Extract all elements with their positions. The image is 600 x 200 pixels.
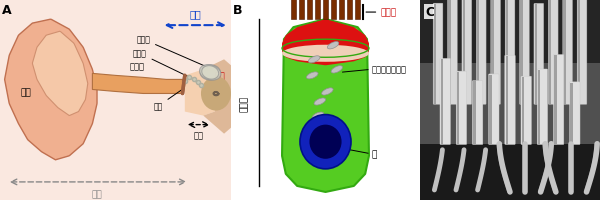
Text: 外耳: 外耳 — [92, 189, 103, 198]
FancyBboxPatch shape — [472, 81, 483, 145]
Bar — [522, 78, 524, 144]
Ellipse shape — [307, 73, 318, 79]
Text: 内耳: 内耳 — [190, 9, 201, 19]
Circle shape — [300, 115, 351, 169]
Bar — [520, 0, 523, 104]
Bar — [299, 0, 304, 20]
Text: C: C — [425, 6, 434, 19]
FancyBboxPatch shape — [476, 0, 486, 105]
Polygon shape — [282, 20, 369, 66]
Bar — [490, 75, 492, 144]
Text: 蝕牛: 蝕牛 — [214, 72, 225, 81]
Bar — [477, 0, 479, 104]
Bar — [440, 60, 443, 144]
Polygon shape — [32, 32, 88, 116]
FancyBboxPatch shape — [520, 0, 529, 105]
Text: 外耳道: 外耳道 — [130, 62, 145, 71]
Ellipse shape — [314, 98, 326, 106]
Ellipse shape — [201, 77, 231, 111]
Bar — [457, 73, 460, 144]
Polygon shape — [200, 65, 221, 81]
Text: 感覚毛: 感覚毛 — [380, 9, 397, 17]
Text: ミトコンドリア: ミトコンドリア — [372, 66, 407, 74]
FancyBboxPatch shape — [505, 56, 515, 145]
Bar — [448, 0, 451, 104]
Bar — [420, 0, 600, 64]
FancyBboxPatch shape — [521, 77, 532, 145]
Bar — [563, 0, 566, 104]
Ellipse shape — [328, 42, 339, 50]
Bar — [307, 0, 312, 20]
Text: 核: 核 — [372, 150, 377, 158]
Bar — [323, 0, 328, 20]
Bar — [339, 0, 344, 20]
Text: 半規管: 半規管 — [136, 36, 208, 68]
Text: 耳小骨: 耳小骨 — [133, 50, 191, 79]
Bar — [420, 144, 600, 200]
FancyBboxPatch shape — [440, 59, 451, 145]
Polygon shape — [282, 20, 369, 192]
FancyBboxPatch shape — [537, 70, 548, 145]
Bar — [463, 0, 465, 104]
FancyBboxPatch shape — [505, 0, 515, 105]
FancyBboxPatch shape — [488, 75, 499, 145]
Text: 中耳: 中耳 — [194, 131, 203, 140]
FancyBboxPatch shape — [534, 4, 544, 105]
Text: B: B — [233, 4, 242, 17]
Bar — [535, 5, 537, 104]
Bar — [505, 57, 508, 144]
Bar — [291, 0, 296, 20]
FancyBboxPatch shape — [577, 0, 587, 105]
Ellipse shape — [312, 112, 324, 120]
Circle shape — [310, 125, 341, 159]
Bar — [554, 56, 557, 144]
FancyBboxPatch shape — [456, 72, 467, 145]
Bar — [491, 0, 494, 104]
Ellipse shape — [282, 46, 369, 62]
Bar — [331, 0, 336, 20]
Polygon shape — [200, 65, 220, 81]
Ellipse shape — [322, 88, 333, 96]
Polygon shape — [5, 20, 97, 160]
FancyBboxPatch shape — [548, 0, 558, 105]
FancyBboxPatch shape — [433, 4, 443, 105]
Ellipse shape — [331, 66, 343, 74]
Text: 鼓膜: 鼓膜 — [154, 91, 181, 111]
Polygon shape — [92, 74, 182, 94]
Bar — [355, 0, 360, 20]
Bar — [506, 0, 508, 104]
Polygon shape — [203, 60, 231, 134]
Bar — [434, 5, 436, 104]
Bar — [570, 83, 573, 144]
Text: A: A — [2, 4, 12, 17]
Bar — [420, 64, 600, 144]
FancyBboxPatch shape — [491, 0, 500, 105]
Bar — [578, 0, 580, 104]
Bar — [538, 70, 541, 144]
Bar — [549, 0, 551, 104]
Text: 耳介: 耳介 — [20, 88, 31, 96]
FancyBboxPatch shape — [553, 55, 564, 145]
Ellipse shape — [308, 56, 320, 64]
FancyBboxPatch shape — [462, 0, 472, 105]
Text: 細胞体: 細胞体 — [240, 95, 249, 111]
FancyBboxPatch shape — [448, 0, 457, 105]
Polygon shape — [185, 70, 215, 116]
FancyBboxPatch shape — [563, 0, 572, 105]
Bar — [473, 82, 476, 144]
Polygon shape — [202, 66, 218, 80]
Bar — [347, 0, 352, 20]
FancyBboxPatch shape — [569, 82, 580, 145]
Bar — [315, 0, 320, 20]
